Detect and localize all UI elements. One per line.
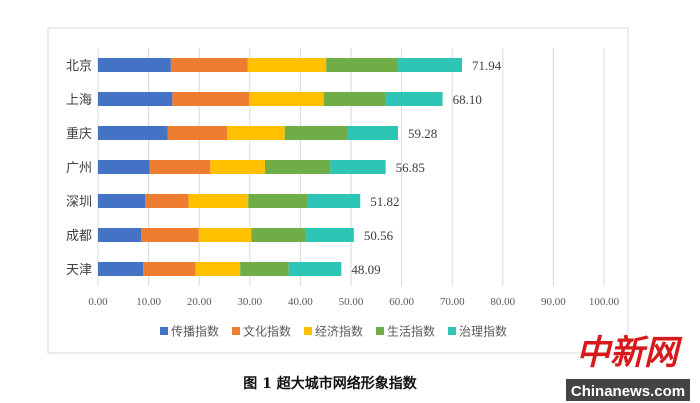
category-label: 天津 <box>66 263 92 278</box>
chinanews-logo: 中新网 Chinanews.com <box>566 333 690 401</box>
bar-segment <box>323 92 386 106</box>
bar-segment <box>330 160 386 174</box>
bar-segment <box>398 58 463 72</box>
category-label: 上海 <box>66 93 92 108</box>
legend-swatch <box>232 327 240 335</box>
total-data-label: 68.10 <box>453 92 482 107</box>
bar-segment <box>98 262 144 276</box>
total-data-label: 59.28 <box>408 126 437 141</box>
bar-segment <box>227 126 285 140</box>
bar-segment <box>195 262 241 276</box>
x-tick-label: 70.00 <box>440 296 465 308</box>
legend-swatch <box>376 327 384 335</box>
bar-segment <box>188 194 249 208</box>
bar-segment <box>170 58 248 72</box>
bar-segment <box>248 194 307 208</box>
total-data-label: 51.82 <box>370 194 399 209</box>
x-tick-label: 90.00 <box>541 296 566 308</box>
bar-segment <box>145 194 189 208</box>
bar-segment <box>198 228 252 242</box>
total-data-label: 56.85 <box>396 160 425 175</box>
bar-segment <box>172 92 250 106</box>
legend-label: 传播指数 <box>171 324 219 339</box>
bar-segment <box>98 58 171 72</box>
bar-segment <box>98 126 168 140</box>
chart-border <box>47 27 629 354</box>
category-label: 重庆 <box>66 126 92 142</box>
bar-segment <box>288 262 342 276</box>
category-label: 广州 <box>66 161 92 176</box>
bar-segment <box>249 92 324 106</box>
svg-text:Chinanews.com: Chinanews.com <box>571 383 685 400</box>
category-label: 深圳 <box>66 195 92 210</box>
bar-segment <box>385 92 443 106</box>
legend-label: 经济指数 <box>315 324 363 339</box>
x-tick-label: 20.00 <box>187 296 212 308</box>
bar-segment <box>143 262 196 276</box>
bar-segment <box>306 194 361 208</box>
svg-text:中新网: 中新网 <box>576 333 683 373</box>
bar-segment <box>167 126 228 140</box>
bar-segment <box>247 58 327 72</box>
bar-segment <box>98 194 146 208</box>
legend-label: 文化指数 <box>243 324 291 339</box>
bar-segment <box>210 160 265 174</box>
legend-label: 生活指数 <box>387 324 435 339</box>
bar-segment <box>347 126 398 140</box>
bar-segment <box>305 228 354 242</box>
bar-segment <box>98 228 142 242</box>
category-label: 北京 <box>66 59 92 74</box>
x-tick-label: 80.00 <box>490 296 515 308</box>
x-tick-label: 40.00 <box>288 296 313 308</box>
category-label: 成都 <box>66 229 92 244</box>
x-tick-label: 50.00 <box>339 296 364 308</box>
bar-segment <box>98 92 173 106</box>
legend-swatch <box>448 327 456 335</box>
legend-swatch <box>160 327 168 335</box>
x-tick-label: 10.00 <box>136 296 161 308</box>
total-data-label: 71.94 <box>472 58 502 73</box>
bar-segment <box>264 160 331 174</box>
x-tick-label: 0.00 <box>88 296 108 308</box>
bar-segment <box>251 228 306 242</box>
total-data-label: 50.56 <box>364 228 394 243</box>
bar-segment <box>149 160 211 174</box>
total-data-label: 48.09 <box>351 262 380 277</box>
bar-segment <box>98 160 150 174</box>
legend-swatch <box>304 327 312 335</box>
chart-caption: 图 1 超大城市网络形象指数 <box>243 375 417 392</box>
bar-segment <box>284 126 348 140</box>
bar-segment <box>326 58 399 72</box>
x-tick-label: 100.00 <box>589 296 620 308</box>
x-tick-label: 60.00 <box>389 296 414 308</box>
legend-label: 治理指数 <box>459 324 507 339</box>
x-tick-label: 30.00 <box>237 296 262 308</box>
bar-segment <box>141 228 199 242</box>
bar-segment <box>240 262 289 276</box>
